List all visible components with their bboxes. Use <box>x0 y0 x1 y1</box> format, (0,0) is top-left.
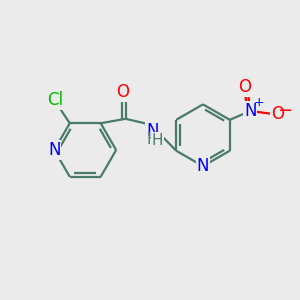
Text: Cl: Cl <box>47 91 63 109</box>
Text: N: N <box>48 141 61 159</box>
Text: H: H <box>146 132 158 147</box>
Text: O: O <box>116 83 129 101</box>
Text: H: H <box>152 133 163 148</box>
Text: −: − <box>277 102 292 120</box>
Text: +: + <box>253 96 264 109</box>
Text: N: N <box>244 102 256 120</box>
Text: N: N <box>146 122 158 140</box>
Text: O: O <box>238 78 252 96</box>
Text: O: O <box>271 105 284 123</box>
Text: N: N <box>197 157 209 175</box>
